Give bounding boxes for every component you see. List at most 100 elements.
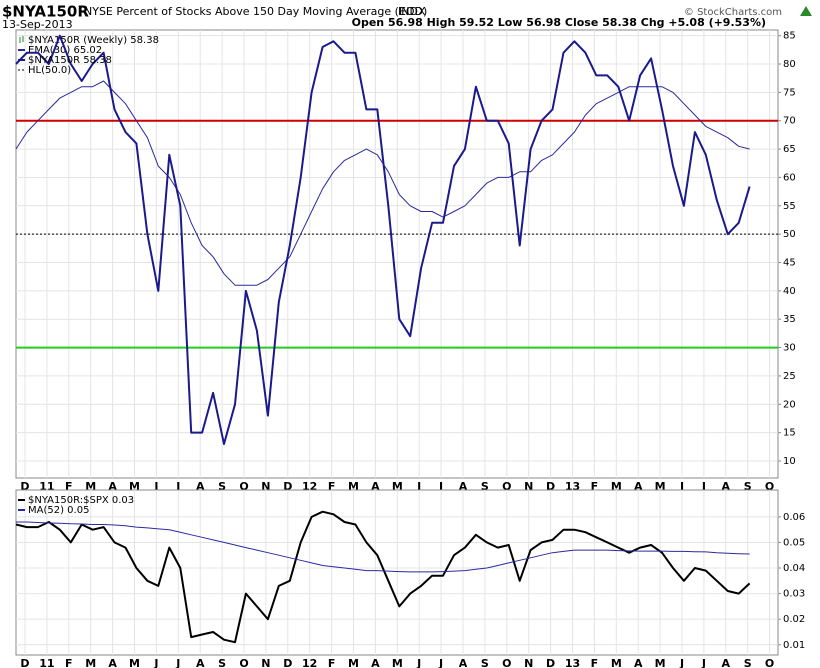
- x-tick-label: A: [634, 480, 643, 493]
- x-tick-label: D: [283, 480, 292, 493]
- y-tick-label: 20: [783, 399, 796, 410]
- x-tick-label: A: [108, 657, 117, 668]
- x-tick-label: J: [175, 480, 180, 493]
- y-tick-label: 50: [783, 229, 796, 240]
- x-tick-label: F: [328, 657, 336, 668]
- x-tick-label: O: [239, 480, 248, 493]
- x-tick-label: S: [481, 657, 489, 668]
- x-tick-label: J: [438, 657, 443, 668]
- x-tick-label: M: [611, 480, 622, 493]
- x-tick-label: A: [459, 480, 468, 493]
- chart-title: NYSE Percent of Stocks Above 150 Day Mov…: [84, 5, 427, 18]
- x-tick-label: J: [679, 480, 684, 493]
- x-tick-label: M: [85, 480, 96, 493]
- x-tick-label: D: [20, 657, 29, 668]
- x-tick-label: J: [153, 657, 158, 668]
- x-tick-label: F: [65, 657, 73, 668]
- x-tick-label: A: [634, 657, 643, 668]
- x-tick-label: S: [744, 657, 752, 668]
- y-tick-label: 80: [783, 59, 796, 70]
- x-tick-label: J: [153, 480, 158, 493]
- x-tick-label: F: [591, 657, 599, 668]
- x-tick-label: M: [348, 657, 359, 668]
- quote: Open 56.98 High 59.52 Low 56.98 Close 58…: [352, 16, 766, 29]
- x-tick-label: J: [416, 657, 421, 668]
- x-tick-label: M: [129, 480, 140, 493]
- x-tick-label: M: [655, 480, 666, 493]
- series-line: [16, 521, 750, 573]
- x-tick-label: J: [416, 480, 421, 493]
- legend-label: $NYA150R:$SPX 0.03: [28, 495, 134, 506]
- y-tick-label: 35: [783, 314, 796, 325]
- x-tick-label: J: [175, 657, 180, 668]
- x-tick-label: O: [239, 657, 248, 668]
- x-tick-label: F: [65, 480, 73, 493]
- legend-swatch: [19, 36, 24, 43]
- y-tick-label: 75: [783, 87, 796, 98]
- x-tick-label: A: [196, 657, 205, 668]
- x-tick-label: A: [371, 657, 380, 668]
- y-tick-label: 15: [783, 428, 796, 439]
- x-tick-label: M: [392, 657, 403, 668]
- x-tick-label: O: [502, 657, 511, 668]
- x-tick-label: M: [348, 480, 359, 493]
- symbol: $NYA150R: [2, 3, 89, 21]
- x-tick-label: N: [524, 480, 533, 493]
- exchange: INDX: [398, 5, 426, 18]
- legend-label: $NYA150R 58.38: [28, 55, 112, 66]
- y-tick-label: 30: [783, 343, 796, 354]
- x-tick-label: F: [591, 480, 599, 493]
- y-tick-label: 85: [783, 31, 796, 42]
- x-tick-label: M: [85, 657, 96, 668]
- date: 13-Sep-2013: [2, 18, 73, 31]
- x-tick-label: O: [502, 480, 511, 493]
- x-tick-label: M: [392, 480, 403, 493]
- logo: [800, 6, 812, 16]
- y-tick-label: 60: [783, 172, 796, 183]
- x-tick-label: J: [679, 657, 684, 668]
- x-tick-label: A: [722, 657, 731, 668]
- legend-title: $NYA150R (Weekly) 58.38: [28, 35, 159, 46]
- x-tick-label: S: [481, 480, 489, 493]
- y-tick-label: 70: [783, 116, 796, 127]
- x-tick-label: M: [611, 657, 622, 668]
- y-tick-label: 0.01: [783, 640, 805, 651]
- x-tick-label: S: [744, 480, 752, 493]
- x-tick-label: D: [546, 480, 555, 493]
- y-tick-label: 0.05: [783, 537, 805, 548]
- x-tick-label: A: [108, 480, 117, 493]
- x-tick-label: N: [261, 480, 270, 493]
- x-tick-label: S: [218, 657, 226, 668]
- y-tick-label: 10: [783, 456, 796, 467]
- y-tick-label: 0.04: [783, 563, 805, 574]
- x-tick-label: N: [261, 657, 270, 668]
- y-tick-label: 40: [783, 286, 796, 297]
- x-tick-label: J: [701, 480, 706, 493]
- y-tick-label: 0.06: [783, 512, 805, 523]
- x-tick-label: O: [765, 480, 774, 493]
- x-tick-label: D: [283, 657, 292, 668]
- y-tick-label: 0.02: [783, 614, 805, 625]
- x-tick-label: M: [129, 657, 140, 668]
- y-tick-label: 0.03: [783, 589, 805, 600]
- x-tick-label: S: [218, 480, 226, 493]
- y-tick-label: 45: [783, 258, 796, 269]
- x-tick-label: F: [328, 480, 336, 493]
- x-tick-label: D: [546, 657, 555, 668]
- x-tick-label: 12: [302, 657, 317, 668]
- y-tick-label: 55: [783, 201, 796, 212]
- y-tick-label: 65: [783, 144, 796, 155]
- legend-label: HL(50.0): [28, 65, 71, 76]
- x-tick-label: 13: [565, 657, 580, 668]
- series-line: [15, 34, 751, 445]
- legend-label: MA(52) 0.05: [28, 505, 89, 516]
- x-tick-label: A: [371, 480, 380, 493]
- x-tick-label: O: [765, 657, 774, 668]
- series-line: [15, 510, 751, 644]
- x-tick-label: M: [655, 657, 666, 668]
- credit: © StockCharts.com: [684, 7, 782, 18]
- x-tick-label: 11: [39, 657, 54, 668]
- y-tick-label: 25: [783, 371, 796, 382]
- x-tick-label: A: [722, 480, 731, 493]
